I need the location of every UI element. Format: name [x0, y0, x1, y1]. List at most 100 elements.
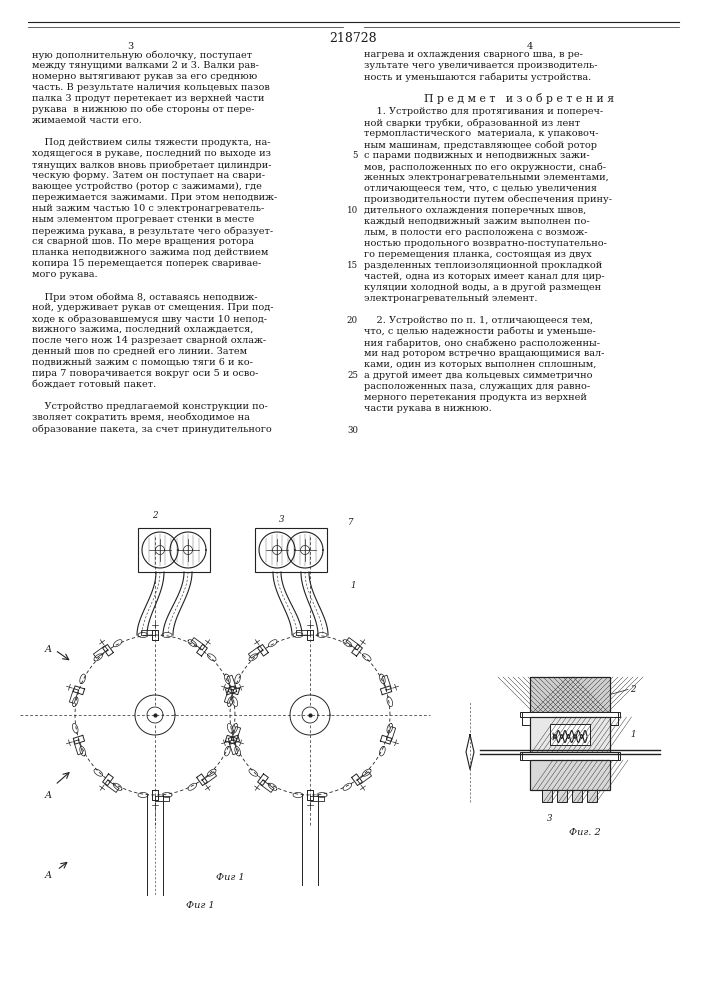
Text: дительного охлаждения поперечных швов,: дительного охлаждения поперечных швов, — [364, 206, 586, 215]
Text: копира 15 перемещается поперек сваривае-: копира 15 перемещается поперек сваривае- — [32, 259, 262, 268]
Bar — [550, 724, 590, 745]
Text: пережимается зажимами. При этом неподвиж-: пережимается зажимами. При этом неподвиж… — [32, 193, 277, 202]
Text: жимаемой части его.: жимаемой части его. — [32, 116, 142, 125]
Text: 3: 3 — [127, 42, 133, 51]
Text: рукава  в нижнюю по обе стороны от пере-: рукава в нижнюю по обе стороны от пере- — [32, 105, 255, 114]
Text: 2: 2 — [152, 511, 158, 520]
Bar — [520, 752, 620, 760]
Text: Фиг. 2: Фиг. 2 — [569, 828, 601, 837]
Text: 1. Устройство для протягивания и попереч-: 1. Устройство для протягивания и попереч… — [364, 107, 603, 116]
Text: части рукава в нижнюю.: части рукава в нижнюю. — [364, 404, 492, 413]
Text: частей, одна из которых имеет канал для цир-: частей, одна из которых имеет канал для … — [364, 272, 604, 281]
Text: часть. В результате наличия кольцевых пазов: часть. В результате наличия кольцевых па… — [32, 83, 270, 92]
Text: каждый неподвижный зажим выполнен по-: каждый неподвижный зажим выполнен по- — [364, 217, 590, 226]
Bar — [588, 790, 597, 802]
Text: 2. Устройство по п. 1, отличающееся тем,: 2. Устройство по п. 1, отличающееся тем, — [364, 316, 593, 325]
Bar — [530, 717, 610, 752]
Text: ческую форму. Затем он поступает на свари-: ческую форму. Затем он поступает на свар… — [32, 171, 265, 180]
Text: 30: 30 — [347, 426, 358, 435]
Text: палка 3 продут перетекает из верхней части: палка 3 продут перетекает из верхней час… — [32, 94, 264, 103]
Text: с парами подвижных и неподвижных зажи-: с парами подвижных и неподвижных зажи- — [364, 151, 590, 160]
Text: пира 7 поворачивается вокруг оси 5 и осво-: пира 7 поворачивается вокруг оси 5 и осв… — [32, 369, 258, 378]
Text: что, с целью надежности работы и уменьше-: что, с целью надежности работы и уменьше… — [364, 327, 595, 336]
Text: го перемещения планка, состоящая из двух: го перемещения планка, состоящая из двух — [364, 250, 592, 259]
Text: A: A — [45, 870, 52, 880]
Text: номерно вытягивают рукав за его среднюю: номерно вытягивают рукав за его среднюю — [32, 72, 257, 81]
Text: 1: 1 — [630, 730, 636, 739]
Text: мерного перетекания продукта из верхней: мерного перетекания продукта из верхней — [364, 393, 587, 402]
Bar — [573, 790, 583, 802]
Text: расположенных паза, служащих для равно-: расположенных паза, служащих для равно- — [364, 382, 590, 391]
Text: образование пакета, за счет принудительного: образование пакета, за счет принудительн… — [32, 424, 271, 434]
Text: между тянущими валками 2 и 3. Валки рав-: между тянущими валками 2 и 3. Валки рав- — [32, 61, 259, 70]
Text: ным элементом прогревает стенки в месте: ным элементом прогревает стенки в месте — [32, 215, 255, 224]
Text: мов, расположенных по его окружности, снаб-: мов, расположенных по его окружности, сн… — [364, 162, 606, 172]
Bar — [542, 790, 552, 802]
Text: Фиг 1: Фиг 1 — [216, 873, 245, 882]
Text: ной сварки трубки, образованной из лент: ной сварки трубки, образованной из лент — [364, 118, 580, 127]
Text: пережима рукава, в результате чего образует-: пережима рукава, в результате чего образ… — [32, 226, 273, 235]
Text: 5: 5 — [353, 151, 358, 160]
Text: ностью продольного возвратно-поступательно-: ностью продольного возвратно-поступатель… — [364, 239, 607, 248]
Text: термопластического  материала, к упаковоч-: термопластического материала, к упаковоч… — [364, 129, 599, 138]
Text: денный шов по средней его линии. Затем: денный шов по средней его линии. Затем — [32, 347, 247, 356]
Text: куляции холодной воды, а в другой размещен: куляции холодной воды, а в другой размещ… — [364, 283, 601, 292]
Text: П р е д м е т   и з о б р е т е н и я: П р е д м е т и з о б р е т е н и я — [424, 93, 614, 104]
Text: разделенных теплоизоляционной прокладкой: разделенных теплоизоляционной прокладкой — [364, 261, 602, 270]
Text: ся сварной шов. По мере вращения ротора: ся сварной шов. По мере вращения ротора — [32, 237, 254, 246]
Text: A: A — [45, 790, 52, 800]
Text: Фиг 1: Фиг 1 — [186, 901, 214, 910]
Text: ками, один из которых выполнен сплошным,: ками, один из которых выполнен сплошным, — [364, 360, 597, 369]
Bar — [255, 528, 327, 572]
Text: после чего нож 14 разрезает сварной охлаж-: после чего нож 14 разрезает сварной охла… — [32, 336, 266, 345]
Text: 1: 1 — [350, 580, 356, 589]
Text: Под действием силы тяжести продукта, на-: Под действием силы тяжести продукта, на- — [32, 138, 271, 147]
Text: женных электронагревательными элементами,: женных электронагревательными элементами… — [364, 173, 609, 182]
Text: 25: 25 — [347, 371, 358, 380]
Text: При этом обойма 8, оставаясь неподвиж-: При этом обойма 8, оставаясь неподвиж- — [32, 292, 257, 302]
Text: ность и уменьшаются габариты устройства.: ность и уменьшаются габариты устройства. — [364, 72, 591, 82]
Text: вающее устройство (ротор с зажимами), где: вающее устройство (ротор с зажимами), гд… — [32, 182, 262, 191]
Text: зультате чего увеличивается производитель-: зультате чего увеличивается производител… — [364, 61, 597, 70]
Text: 2: 2 — [630, 685, 636, 694]
Text: ния габаритов, оно снабжено расположенны-: ния габаритов, оно снабжено расположенны… — [364, 338, 600, 348]
Bar — [558, 790, 568, 802]
Text: ходящегося в рукаве, последний по выходе из: ходящегося в рукаве, последний по выходе… — [32, 149, 271, 158]
Text: 4: 4 — [527, 42, 533, 51]
Text: планка неподвижного зажима под действием: планка неподвижного зажима под действием — [32, 248, 269, 257]
Text: 15: 15 — [347, 261, 358, 270]
Text: Устройство предлагаемой конструкции по-: Устройство предлагаемой конструкции по- — [32, 402, 268, 411]
Text: 3: 3 — [279, 515, 285, 524]
Bar — [530, 677, 610, 712]
Text: вижного зажима, последний охлаждается,: вижного зажима, последний охлаждается, — [32, 325, 253, 334]
Text: 218728: 218728 — [329, 32, 377, 45]
Text: ходе к образовавшемуся шву части 10 непод-: ходе к образовавшемуся шву части 10 непо… — [32, 314, 267, 324]
Text: а другой имеет два кольцевых симметрично: а другой имеет два кольцевых симметрично — [364, 371, 592, 380]
Text: ную дополнительную оболочку, поступает: ную дополнительную оболочку, поступает — [32, 50, 252, 60]
Text: электронагревательный элемент.: электронагревательный элемент. — [364, 294, 537, 303]
Text: 20: 20 — [347, 316, 358, 325]
Text: 10: 10 — [346, 206, 358, 215]
Text: ми над ротором встречно вращающимися вал-: ми над ротором встречно вращающимися вал… — [364, 349, 604, 358]
Text: лым, в полости его расположена с возмож-: лым, в полости его расположена с возмож- — [364, 228, 588, 237]
Text: нагрева и охлаждения сварного шва, в ре-: нагрева и охлаждения сварного шва, в ре- — [364, 50, 583, 59]
Text: бождает готовый пакет.: бождает готовый пакет. — [32, 380, 156, 389]
Text: ный зажим частью 10 с электронагреватель-: ный зажим частью 10 с электронагреватель… — [32, 204, 264, 213]
Text: 7: 7 — [348, 518, 354, 527]
Text: отличающееся тем, что, с целью увеличения: отличающееся тем, что, с целью увеличени… — [364, 184, 597, 193]
Bar — [530, 677, 610, 712]
Bar — [530, 717, 610, 752]
Text: ным машинам, представляющее собой ротор: ным машинам, представляющее собой ротор — [364, 140, 597, 149]
Bar — [520, 712, 620, 717]
Text: ной, удерживает рукав от смещения. При под-: ной, удерживает рукав от смещения. При п… — [32, 303, 274, 312]
Bar — [138, 528, 210, 572]
Text: мого рукава.: мого рукава. — [32, 270, 98, 279]
Text: производительности путем обеспечения прину-: производительности путем обеспечения при… — [364, 195, 612, 205]
Text: подвижный зажим с помощью тяги 6 и ко-: подвижный зажим с помощью тяги 6 и ко- — [32, 358, 253, 367]
Text: зволяет сократить время, необходимое на: зволяет сократить время, необходимое на — [32, 413, 250, 422]
Bar — [530, 760, 610, 790]
Bar — [530, 760, 610, 790]
Text: тянущих валков вновь приобретает цилиндри-: тянущих валков вновь приобретает цилиндр… — [32, 160, 271, 169]
Text: A: A — [45, 646, 52, 654]
Text: 3: 3 — [547, 814, 553, 823]
